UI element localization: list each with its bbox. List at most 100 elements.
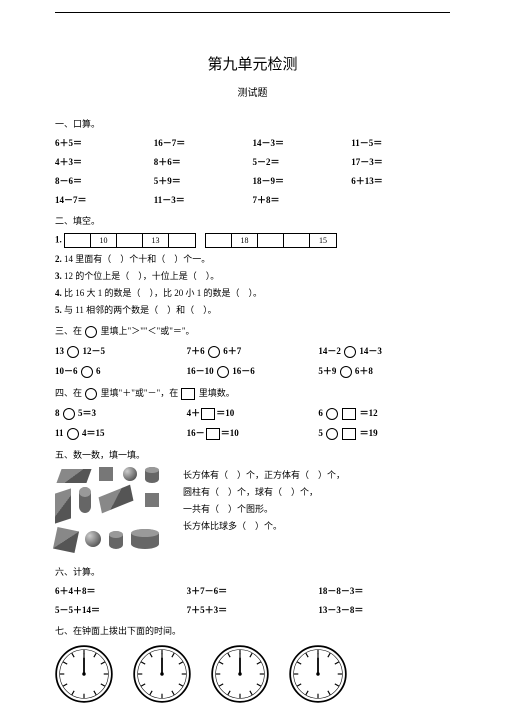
- circle-blank: [326, 428, 338, 440]
- square-icon: [181, 388, 195, 400]
- q-r: ＝10: [216, 408, 234, 418]
- q-text: 与 11 相邻的两个数是（ ）和（ ）。: [64, 305, 217, 315]
- q-r: 6＋8: [355, 366, 373, 376]
- clocks-row: [55, 645, 450, 703]
- q2-2: 2. 14 里面有（ ）个十和（ ）个一。: [55, 252, 450, 265]
- circle-blank: [217, 366, 229, 378]
- q-num: 2.: [55, 254, 62, 264]
- q-l: 7＋6: [187, 346, 205, 356]
- shape-line: 一共有（ ）个图形。: [183, 501, 345, 518]
- clock-icon: [133, 645, 191, 703]
- clock-icon: [55, 645, 113, 703]
- box-cell: [65, 234, 91, 247]
- q-r: 5＝3: [78, 408, 96, 418]
- q-l: 13: [55, 346, 64, 356]
- sec4-row: 11 4＝15 16－＝10 5 ＝19: [55, 426, 450, 440]
- q-text: 14 里面有（ ）个十和（ ）个一。: [64, 254, 210, 264]
- box-cell: [206, 234, 232, 247]
- circle-blank: [63, 408, 75, 420]
- box-cell: 13: [143, 234, 169, 247]
- circle-blank: [81, 366, 93, 378]
- q-r: ＝10: [221, 428, 239, 438]
- q-l: 16－10: [187, 366, 214, 376]
- box-cell: [117, 234, 143, 247]
- page-subtitle: 测试题: [55, 84, 450, 99]
- cuboid-icon: [53, 527, 79, 553]
- page-title: 第九单元检测: [55, 53, 450, 74]
- number-box-b: 1815: [205, 233, 337, 248]
- q2-1: 1. 1013 1815: [55, 233, 450, 248]
- sec3-row: 13 12－5 7＋6 6＋7 14－2 14－3: [55, 344, 450, 358]
- q-cell: 17－3＝: [351, 155, 450, 168]
- q-l: 16－: [187, 428, 205, 438]
- q-l: 5: [318, 428, 323, 438]
- cylinder-icon: [131, 529, 159, 549]
- q-r: 6: [96, 366, 101, 376]
- q-cell: 6＋5＝: [55, 136, 154, 149]
- section5-heading: 五、数一数，填一填。: [55, 448, 450, 461]
- box-cell: [284, 234, 310, 247]
- shapes-illustration: [55, 467, 175, 557]
- q-l: 14－2: [318, 346, 341, 356]
- q-cell: 14－7＝: [55, 193, 154, 206]
- circle-icon: [85, 388, 97, 400]
- number-box-a: 10 13: [64, 233, 196, 248]
- q-cell: 13－3－8＝: [318, 603, 450, 616]
- circle-blank: [67, 428, 79, 440]
- q-l: 6: [318, 408, 323, 418]
- q-l: 10－6: [55, 366, 78, 376]
- q-num: 4.: [55, 288, 62, 298]
- q-num: 3.: [55, 271, 62, 281]
- sec3-row: 10－6 6 16－10 16－6 5＋9 6＋8: [55, 364, 450, 378]
- circle-blank: [340, 366, 352, 378]
- q-cell: 7＋5＋3＝: [187, 603, 319, 616]
- top-rule: [55, 12, 450, 13]
- section1-body: 6＋5＝16－7＝14－3＝11－5＝ 4＋3＝8＋6＝5－2＝17－3＝ 8－…: [55, 136, 450, 206]
- worksheet-page: 第九单元检测 测试题 一、口算。 6＋5＝16－7＝14－3＝11－5＝ 4＋3…: [0, 0, 505, 713]
- cuboid-icon: [55, 488, 71, 523]
- box-cell: 18: [232, 234, 258, 247]
- q-r: 14－3: [359, 346, 382, 356]
- q-r: 16－6: [232, 366, 255, 376]
- q-r: 12－5: [83, 346, 106, 356]
- q-cell: [351, 193, 450, 206]
- square-blank: [342, 428, 356, 440]
- box-cell: 15: [310, 234, 336, 247]
- square-blank: [201, 408, 215, 420]
- box-cell: [169, 234, 195, 247]
- cylinder-icon: [145, 467, 159, 483]
- q-l: 4＋: [187, 408, 201, 418]
- circle-blank: [344, 346, 356, 358]
- section6-heading: 六、计算。: [55, 565, 450, 578]
- clock-icon: [289, 645, 347, 703]
- shape-line: 长方体比球多（ ）个。: [183, 518, 345, 535]
- clock-icon: [211, 645, 269, 703]
- section7-heading: 七、在钟面上拨出下面的时间。: [55, 624, 450, 637]
- box-cell: 10: [91, 234, 117, 247]
- cube-icon: [145, 493, 159, 507]
- cylinder-icon: [109, 531, 123, 549]
- q-cell: 6＋4＋8＝: [55, 584, 187, 597]
- q-text: 12 的个位上是（ ），十位上是（ ）。: [64, 271, 219, 281]
- q-cell: 5＋9＝: [154, 174, 253, 187]
- q-cell: 4＋3＝: [55, 155, 154, 168]
- q-l: 5＋9: [318, 366, 336, 376]
- q-cell: 3＋7－6＝: [187, 584, 319, 597]
- q-r: 4＝15: [82, 428, 105, 438]
- q-l: 8: [55, 408, 60, 418]
- ball-icon: [123, 467, 137, 481]
- q2-3: 3. 12 的个位上是（ ），十位上是（ ）。: [55, 269, 450, 282]
- q-r: 6＋7: [223, 346, 241, 356]
- q-cell: 18－8－3＝: [318, 584, 450, 597]
- circle-blank: [208, 346, 220, 358]
- q2-4: 4. 比 16 大 1 的数是（ ），比 20 小 1 的数是（ ）。: [55, 286, 450, 299]
- circle-blank: [326, 408, 338, 420]
- q-cell: 11－5＝: [351, 136, 450, 149]
- q-cell: 7＋8＝: [253, 193, 352, 206]
- section4-heading: 四、在 里填"＋"或"－"，在 里填数。: [55, 386, 450, 400]
- cuboid-icon: [56, 469, 91, 483]
- q-cell: 16－7＝: [154, 136, 253, 149]
- shape-line: 圆柱有（ ）个，球有（ ）个，: [183, 484, 345, 501]
- circle-icon: [85, 326, 97, 338]
- q-cell: 8－6＝: [55, 174, 154, 187]
